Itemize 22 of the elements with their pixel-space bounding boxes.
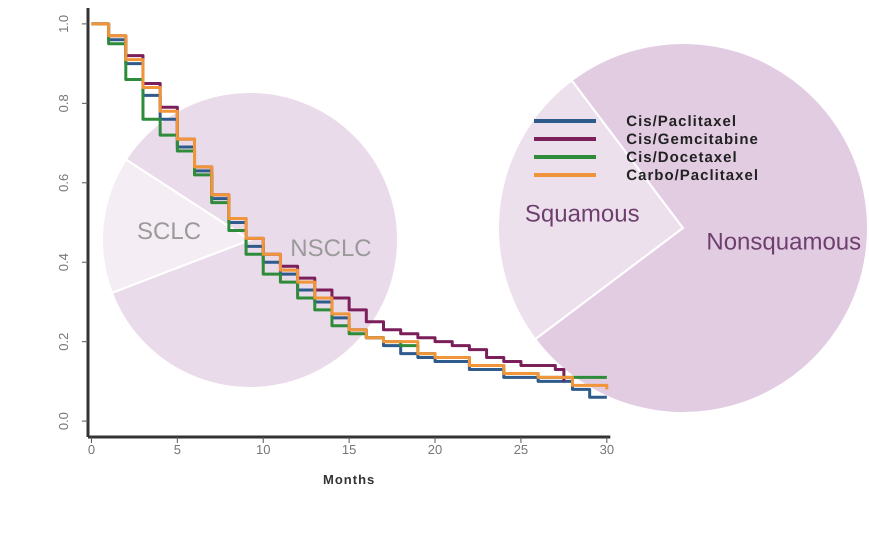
slice-label: NSCLC (290, 235, 372, 262)
slice-label: Nonsquamous (706, 228, 862, 256)
legend-label: Cis/Docetaxel (626, 148, 738, 166)
slice-label: SCLC (137, 218, 202, 245)
x-axis-title: Months (323, 472, 376, 488)
x-tick-label: 25 (514, 442, 528, 458)
slice-label: Squamous (524, 200, 640, 228)
y-tick-label: 1.0 (56, 14, 71, 33)
legend-label: Carbo/Paclitaxel (626, 166, 759, 184)
x-tick-label: 0 (88, 442, 96, 458)
x-tick-label: 5 (174, 442, 181, 458)
y-tick-label: 0.4 (56, 253, 71, 272)
x-tick-label: 30 (600, 442, 614, 458)
x-tick-label: 20 (428, 442, 442, 458)
y-tick-label: 0.6 (56, 174, 71, 192)
legend-label: Cis/Gemcitabine (626, 130, 759, 148)
x-tick-label: 10 (256, 442, 270, 458)
x-tick-label: 15 (342, 442, 356, 458)
y-tick-label: 0.2 (56, 332, 71, 351)
y-tick-label: 0.0 (56, 412, 71, 430)
y-tick-label: 0.8 (56, 94, 71, 112)
legend-label: Cis/Paclitaxel (626, 112, 738, 130)
